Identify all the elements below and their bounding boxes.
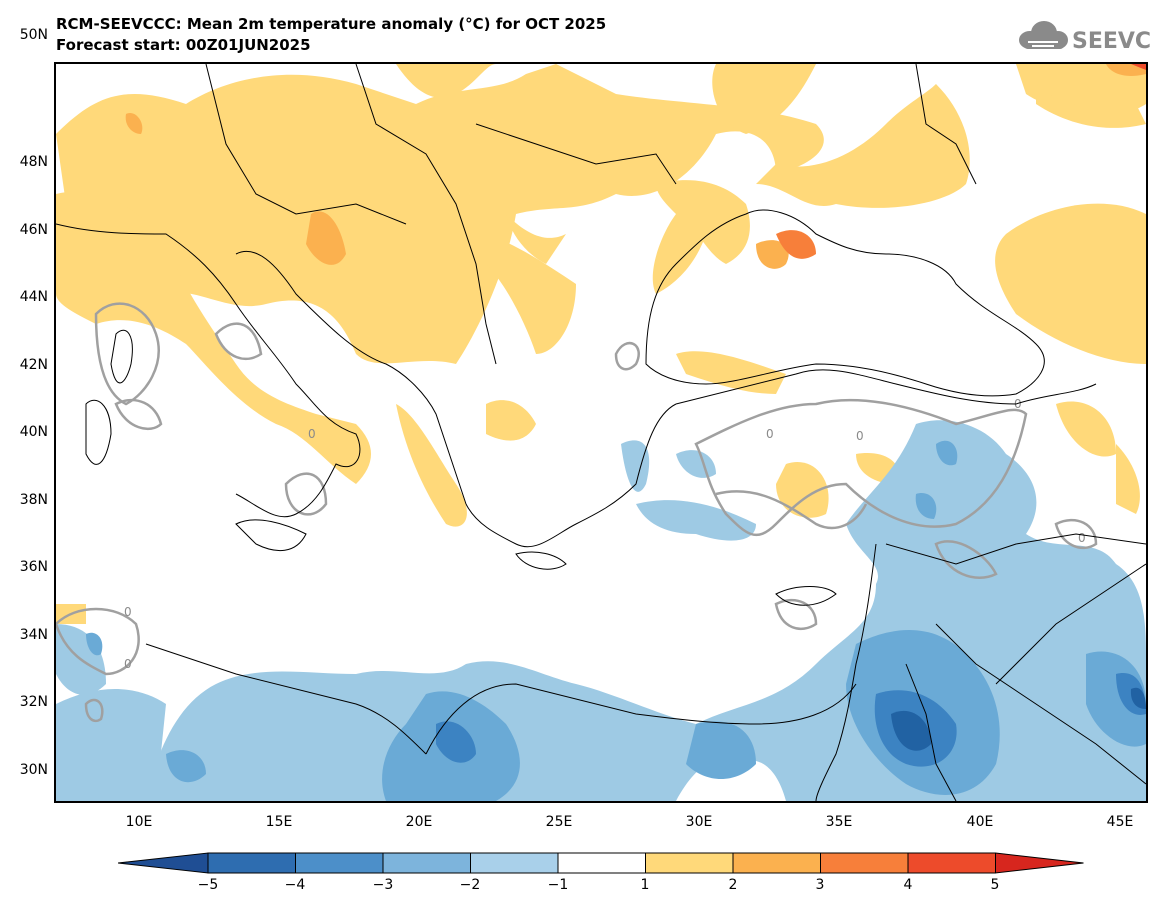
map-title: RCM-SEEVCCC: Mean 2m temperature anomaly… (56, 15, 607, 33)
colorbar-label: 5 (990, 877, 1000, 893)
lat-label: 48N (19, 154, 48, 170)
forecast-start: Forecast start: 00Z01JUN2025 (56, 36, 311, 54)
lon-label: 15E (265, 814, 293, 830)
svg-text:0: 0 (766, 427, 774, 441)
colorbar-segment (382, 852, 471, 874)
colorbar-label: −4 (284, 877, 306, 893)
lat-label: 42N (19, 357, 48, 373)
colorbar-segment (557, 852, 646, 874)
lon-label: 45E (1106, 814, 1134, 830)
colorbar-segment (907, 852, 996, 874)
lon-label: 10E (125, 814, 153, 830)
svg-text:0: 0 (124, 605, 132, 619)
svg-text:0: 0 (1078, 531, 1086, 545)
svg-text:0: 0 (308, 427, 316, 441)
colorbar-label: 4 (903, 877, 913, 893)
lat-label: 30N (19, 762, 48, 778)
cloud-icon (1019, 21, 1068, 49)
colorbar-label: −1 (547, 877, 569, 893)
colorbar-segment (732, 852, 821, 874)
colorbar-segment (645, 852, 734, 874)
seevccc-logo: SEEVCCC (1019, 21, 1152, 54)
colorbar-segment (207, 852, 296, 874)
lon-label: 30E (685, 814, 713, 830)
colorbar-label: −3 (372, 877, 394, 893)
warm-anomaly-areas (56, 64, 1146, 624)
lat-label: 44N (19, 289, 48, 305)
lat-label: 38N (19, 492, 48, 508)
zero-contour-lines (56, 302, 1098, 723)
colorbar-extend-low (118, 852, 209, 874)
colorbar-segment (470, 852, 559, 874)
strong-warm-areas (125, 64, 1146, 269)
colorbar (118, 852, 1084, 874)
colorbar-extend-high (995, 852, 1084, 874)
colorbar-label: 1 (640, 877, 650, 893)
lon-label: 20E (405, 814, 433, 830)
svg-text:0: 0 (124, 657, 132, 671)
anomaly-map: 0 0 0 0 0 0 0 (54, 62, 1148, 803)
lat-label: 36N (19, 559, 48, 575)
colorbar-segment (295, 852, 384, 874)
logo-text: SEEVCCC (1072, 29, 1152, 54)
lat-label: 32N (19, 694, 48, 710)
lon-label: 25E (545, 814, 573, 830)
lat-label: 46N (19, 222, 48, 238)
map-canvas: 0 0 0 0 0 0 0 (56, 64, 1146, 801)
svg-text:0: 0 (856, 429, 864, 443)
colorbar-label: 2 (728, 877, 738, 893)
lat-label: 50N (19, 27, 48, 43)
colorbar-label: −2 (459, 877, 481, 893)
lon-label: 40E (966, 814, 994, 830)
cool-anomaly-areas-4 (891, 687, 1146, 751)
lat-label: 34N (19, 627, 48, 643)
colorbar-label: −5 (197, 877, 219, 893)
colorbar-segment (820, 852, 909, 874)
zero-contour-labels: 0 0 0 0 0 0 0 (124, 397, 1086, 671)
coastlines-and-borders (56, 64, 1146, 801)
lon-label: 35E (825, 814, 853, 830)
svg-text:0: 0 (1014, 397, 1022, 411)
lat-label: 40N (19, 424, 48, 440)
colorbar-label: 3 (815, 877, 825, 893)
